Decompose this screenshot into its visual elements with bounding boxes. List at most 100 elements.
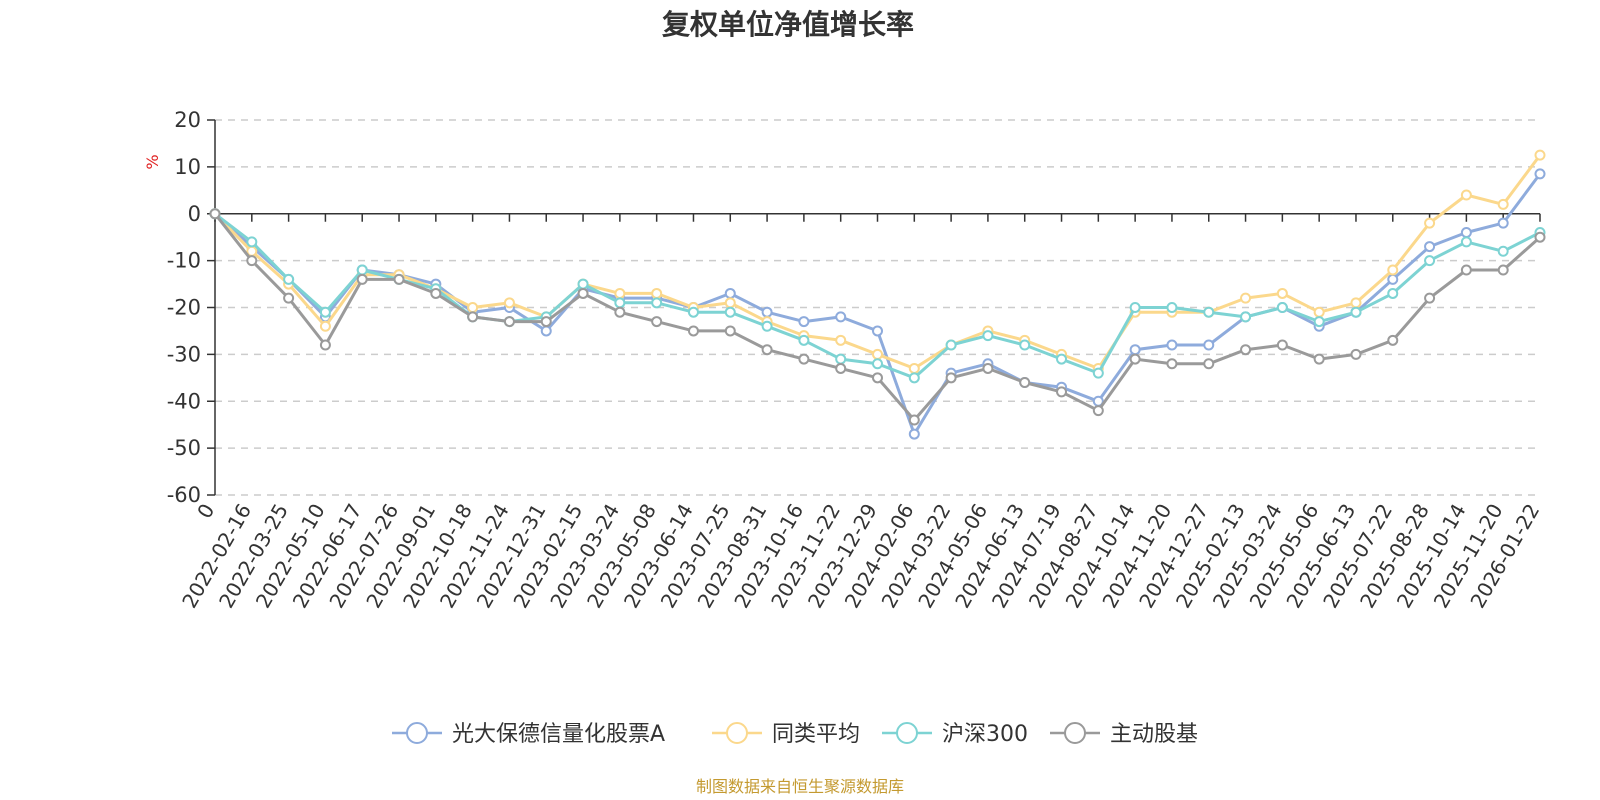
legend-label: 主动股基 xyxy=(1110,722,1198,747)
y-tick-label: -30 xyxy=(167,342,201,366)
data-point xyxy=(687,325,699,337)
legend: 光大保德信量化股票A 同类平均 沪深300 主动股基 xyxy=(392,722,1198,747)
y-tick-label: -10 xyxy=(167,249,201,273)
x-tick-label: 0 xyxy=(192,500,219,523)
data-point xyxy=(283,273,295,285)
data-point xyxy=(724,306,736,318)
legend-item[interactable]: 沪深300 xyxy=(882,722,1028,747)
data-point xyxy=(1092,367,1104,379)
data-point xyxy=(1387,273,1399,285)
data-point xyxy=(945,339,957,351)
data-point xyxy=(1497,245,1509,257)
y-tick-label: -40 xyxy=(167,389,201,413)
y-axis-label: % xyxy=(143,154,162,169)
data-point xyxy=(356,264,368,276)
data-point xyxy=(246,236,258,248)
data-point xyxy=(1166,339,1178,351)
data-point xyxy=(1497,198,1509,210)
data-point xyxy=(1534,168,1546,180)
source-note: 制图数据来自恒生聚源数据库 xyxy=(696,777,904,796)
data-point xyxy=(724,325,736,337)
series-lines xyxy=(209,149,1546,440)
data-point xyxy=(761,344,773,356)
data-point xyxy=(614,306,626,318)
legend-item[interactable]: 同类平均 xyxy=(712,722,860,747)
data-point xyxy=(982,330,994,342)
data-point xyxy=(503,316,515,328)
data-point xyxy=(540,316,552,328)
data-point xyxy=(1387,264,1399,276)
data-point xyxy=(1129,353,1141,365)
y-tick-label: 20 xyxy=(174,108,201,132)
data-point xyxy=(1424,255,1436,267)
data-point xyxy=(1313,316,1325,328)
data-point xyxy=(1166,302,1178,313)
data-point xyxy=(908,428,920,440)
data-point xyxy=(319,339,331,351)
data-point xyxy=(1092,405,1104,417)
series-line xyxy=(214,173,1542,436)
data-point xyxy=(467,302,479,313)
data-point xyxy=(1313,306,1325,318)
data-point xyxy=(1460,189,1472,201)
data-point xyxy=(1240,311,1252,323)
series-group xyxy=(209,208,1546,426)
data-point xyxy=(872,372,883,384)
data-point xyxy=(1350,348,1362,360)
y-tick-label: 10 xyxy=(174,155,201,179)
data-point xyxy=(761,306,773,318)
data-point xyxy=(1240,344,1252,356)
data-point xyxy=(651,297,663,309)
data-point xyxy=(982,362,994,374)
data-point xyxy=(319,306,331,318)
data-point xyxy=(1203,306,1215,318)
legend-label: 光大保德信量化股票A xyxy=(452,722,665,747)
y-tick-label: -50 xyxy=(167,436,201,460)
data-point xyxy=(430,287,442,299)
data-point xyxy=(798,316,810,328)
data-point xyxy=(724,287,736,299)
data-point xyxy=(1129,344,1141,356)
data-point xyxy=(1276,287,1288,299)
data-point xyxy=(1056,353,1068,365)
series-group xyxy=(209,149,1546,374)
legend-item[interactable]: 光大保德信量化股票A xyxy=(392,722,665,747)
data-point xyxy=(1129,302,1141,313)
data-point xyxy=(835,353,847,365)
data-point xyxy=(1387,334,1399,346)
data-point xyxy=(1350,306,1362,318)
data-point xyxy=(872,325,883,337)
data-point xyxy=(246,255,258,267)
data-point xyxy=(1460,227,1472,238)
data-point xyxy=(1276,302,1288,313)
data-point xyxy=(1497,217,1509,229)
data-point xyxy=(1056,386,1068,398)
data-point xyxy=(356,273,368,285)
data-point xyxy=(1350,297,1362,309)
legend-label: 沪深300 xyxy=(942,722,1028,747)
data-point xyxy=(908,414,920,426)
data-point xyxy=(1424,217,1436,229)
data-point xyxy=(1019,377,1031,388)
legend-item[interactable]: 主动股基 xyxy=(1050,722,1198,747)
data-point xyxy=(1424,292,1436,304)
data-point xyxy=(503,297,515,309)
data-point xyxy=(1387,287,1399,299)
legend-marker xyxy=(406,722,428,744)
data-point xyxy=(1019,339,1031,351)
y-tick-label: -60 xyxy=(167,483,201,507)
data-point xyxy=(945,372,957,384)
data-point xyxy=(209,208,221,220)
data-point xyxy=(1166,358,1178,370)
data-point xyxy=(1424,241,1436,253)
data-point xyxy=(540,325,552,337)
data-point xyxy=(1203,358,1215,370)
data-point xyxy=(835,311,847,323)
data-point xyxy=(798,353,810,365)
data-point xyxy=(614,297,626,309)
data-point xyxy=(393,273,405,285)
data-point xyxy=(687,306,699,318)
legend-marker xyxy=(896,722,918,744)
data-point xyxy=(724,297,736,309)
data-point xyxy=(761,320,773,332)
